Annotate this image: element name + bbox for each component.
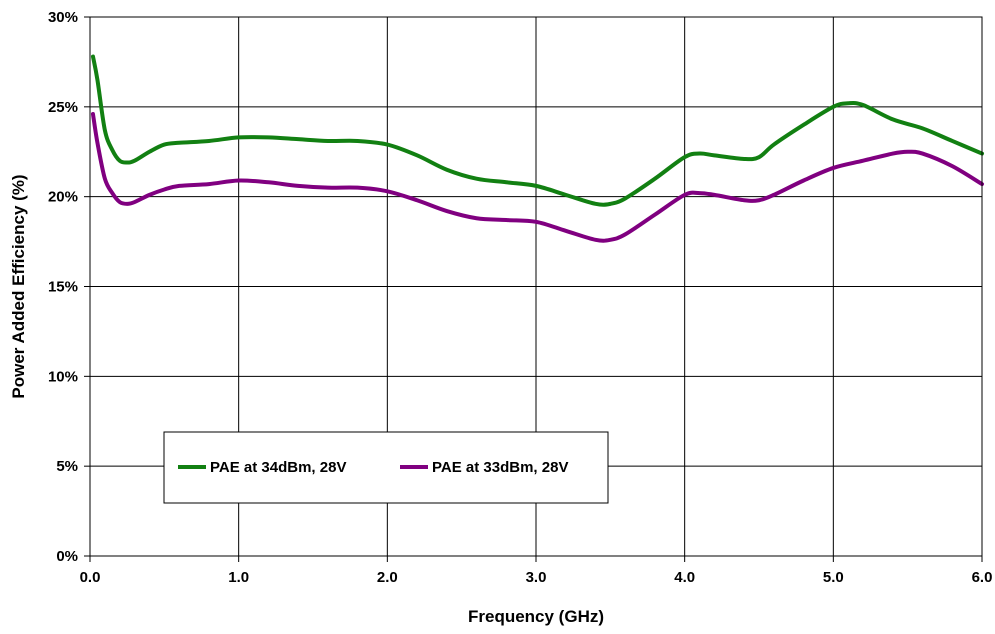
x-tick-label: 0.0 (80, 569, 101, 586)
x-tick-label: 5.0 (823, 569, 844, 586)
legend-label-2: PAE at 33dBm, 28V (432, 459, 568, 476)
y-tick-label: 25% (48, 99, 78, 116)
x-tick-label: 3.0 (526, 569, 547, 586)
y-tick-label: 20% (48, 189, 78, 206)
legend: PAE at 34dBm, 28V PAE at 33dBm, 28V (163, 431, 609, 504)
y-tick-label: 10% (48, 368, 78, 385)
y-tick-label: 30% (48, 9, 78, 26)
x-axis-title: Frequency (GHz) (468, 607, 604, 626)
x-tick-label: 6.0 (972, 569, 993, 586)
y-tick-label: 0% (56, 548, 78, 565)
x-tick-label: 2.0 (377, 569, 398, 586)
series-line-1 (90, 54, 984, 207)
legend-label-1: PAE at 34dBm, 28V (210, 459, 346, 476)
legend-box (163, 431, 609, 504)
tick-labels: 0.0 1.0 2.0 3.0 4.0 5.0 6.0 0% 5% 10% 15% 20% 25% 30% (48, 9, 992, 586)
x-tick-label: 4.0 (674, 569, 695, 586)
x-tick-label: 1.0 (228, 569, 249, 586)
series-lines (90, 54, 984, 243)
y-axis-title: Power Added Efficiency (%) (9, 174, 28, 398)
plot-frame (89, 16, 983, 557)
series-line-2 (90, 112, 984, 243)
y-tick-label: 15% (48, 279, 78, 296)
y-tick-label: 5% (56, 458, 78, 475)
